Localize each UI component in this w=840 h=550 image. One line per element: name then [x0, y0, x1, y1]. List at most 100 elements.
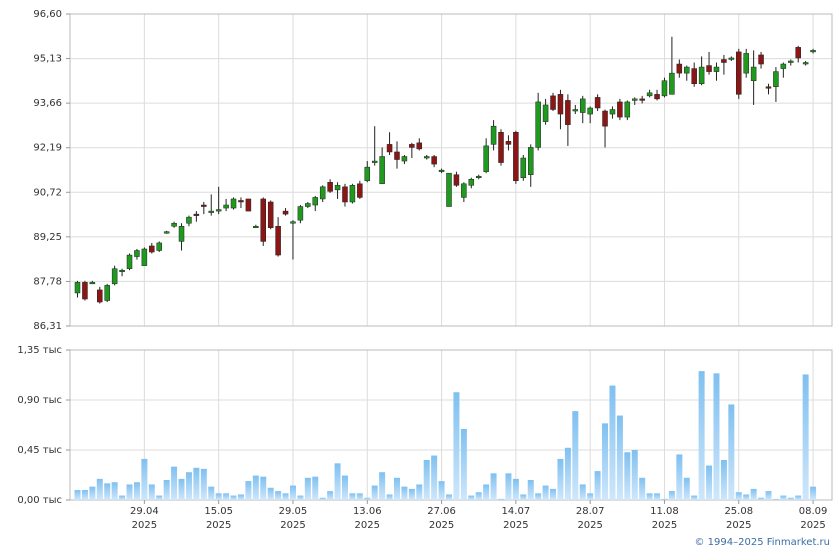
volume-bar	[431, 455, 438, 500]
candle-body	[513, 132, 519, 182]
candle-body	[171, 222, 177, 227]
y-tick-label: 90,72	[33, 187, 62, 198]
candle-body	[104, 285, 110, 301]
volume-bar	[765, 491, 772, 500]
x-tick-label: 29.04 2025	[130, 506, 159, 531]
candle-body	[475, 175, 482, 178]
volume-bar	[364, 497, 371, 500]
candle-body	[579, 98, 586, 113]
candle-body	[676, 63, 683, 74]
volume-bar	[743, 494, 750, 500]
volume-bar	[787, 497, 794, 500]
y-tick-label: 92,19	[33, 143, 62, 154]
volume-bar	[810, 486, 817, 500]
volume-bar	[475, 492, 482, 500]
candle-body	[230, 198, 237, 209]
volume-bar	[156, 495, 163, 500]
candle-body	[416, 142, 423, 150]
candle-body	[253, 225, 259, 228]
volume-bar	[260, 476, 267, 500]
volume-bar	[535, 493, 542, 500]
x-tick-label: 29.05 2025	[279, 506, 308, 531]
candle-body	[386, 144, 393, 153]
y-tick-label: 93,66	[33, 98, 62, 109]
candle-body	[312, 197, 319, 206]
volume-bar	[393, 477, 400, 500]
candle-body	[654, 94, 660, 100]
volume-bar	[386, 494, 393, 500]
volume-bar	[178, 478, 185, 500]
y-tick-label: 89,25	[33, 232, 62, 243]
volume-bar	[208, 486, 215, 500]
volume-bar	[334, 463, 341, 500]
candle-body	[758, 54, 764, 65]
volume-bar	[609, 385, 616, 500]
volume-bar	[631, 450, 638, 500]
candle-body	[163, 231, 170, 234]
volume-bar	[133, 482, 140, 500]
candle-body	[520, 157, 527, 178]
candle-body	[89, 282, 96, 285]
candle-body	[82, 282, 88, 300]
candle-body	[505, 141, 512, 145]
y-tick-label: 96,60	[33, 9, 62, 20]
volume-bar	[275, 491, 282, 500]
volume-bar	[698, 371, 705, 500]
candle-body	[394, 151, 400, 160]
candle-body	[461, 183, 467, 198]
volume-bar	[356, 493, 363, 500]
footer[interactable]: © 1994–2025 Finmarket.ru	[694, 537, 830, 548]
volume-bar	[624, 452, 631, 500]
volume-bar	[379, 472, 386, 500]
candle-body	[728, 57, 735, 60]
candle-body	[290, 221, 296, 224]
candle-body	[379, 156, 385, 185]
volume-bar	[505, 473, 512, 500]
candle-body	[201, 204, 207, 207]
candle-body	[661, 80, 668, 97]
candle-body	[572, 109, 579, 112]
volume-bar	[676, 454, 683, 500]
candle-body	[149, 245, 155, 253]
volume-bar	[557, 458, 564, 500]
y-tick-label: 95,13	[33, 54, 62, 65]
volume-bar	[654, 493, 661, 500]
y-tick-label: 0,90 тыс	[17, 395, 62, 406]
volume-bar	[446, 494, 452, 500]
candle-body	[542, 104, 549, 122]
candle-body	[409, 144, 415, 148]
candle-body	[490, 125, 497, 145]
candle-body	[810, 50, 816, 53]
volume-bar	[512, 478, 519, 500]
volume-bar	[594, 471, 601, 500]
volume-bar	[750, 488, 757, 500]
candle-body	[698, 66, 705, 84]
volume-bar	[639, 477, 646, 500]
candle-body	[431, 156, 437, 165]
volume-bar	[341, 475, 348, 500]
x-tick-label: 11.08 2025	[650, 506, 679, 531]
candle-body	[260, 198, 266, 242]
volume-bar	[148, 484, 155, 500]
candle-body	[646, 92, 653, 97]
volume-bar	[312, 476, 319, 500]
candle-body	[342, 186, 348, 203]
candle-body	[743, 53, 749, 74]
volume-bar	[408, 488, 415, 500]
candle-body	[609, 109, 616, 115]
candle-body	[527, 147, 534, 175]
volume-bar	[728, 404, 735, 500]
x-tick-label: 25.08 2025	[724, 506, 753, 531]
volume-bar	[564, 447, 571, 500]
volume-bar	[141, 458, 148, 500]
volume-bar	[438, 481, 445, 500]
candle-body	[565, 100, 571, 125]
volume-bar	[527, 480, 534, 500]
volume-bar	[423, 460, 430, 500]
volume-bar	[119, 495, 126, 500]
volume-bar	[126, 484, 133, 500]
volume-bar	[602, 423, 609, 500]
candle-body	[713, 66, 720, 72]
candle-body	[721, 59, 727, 63]
